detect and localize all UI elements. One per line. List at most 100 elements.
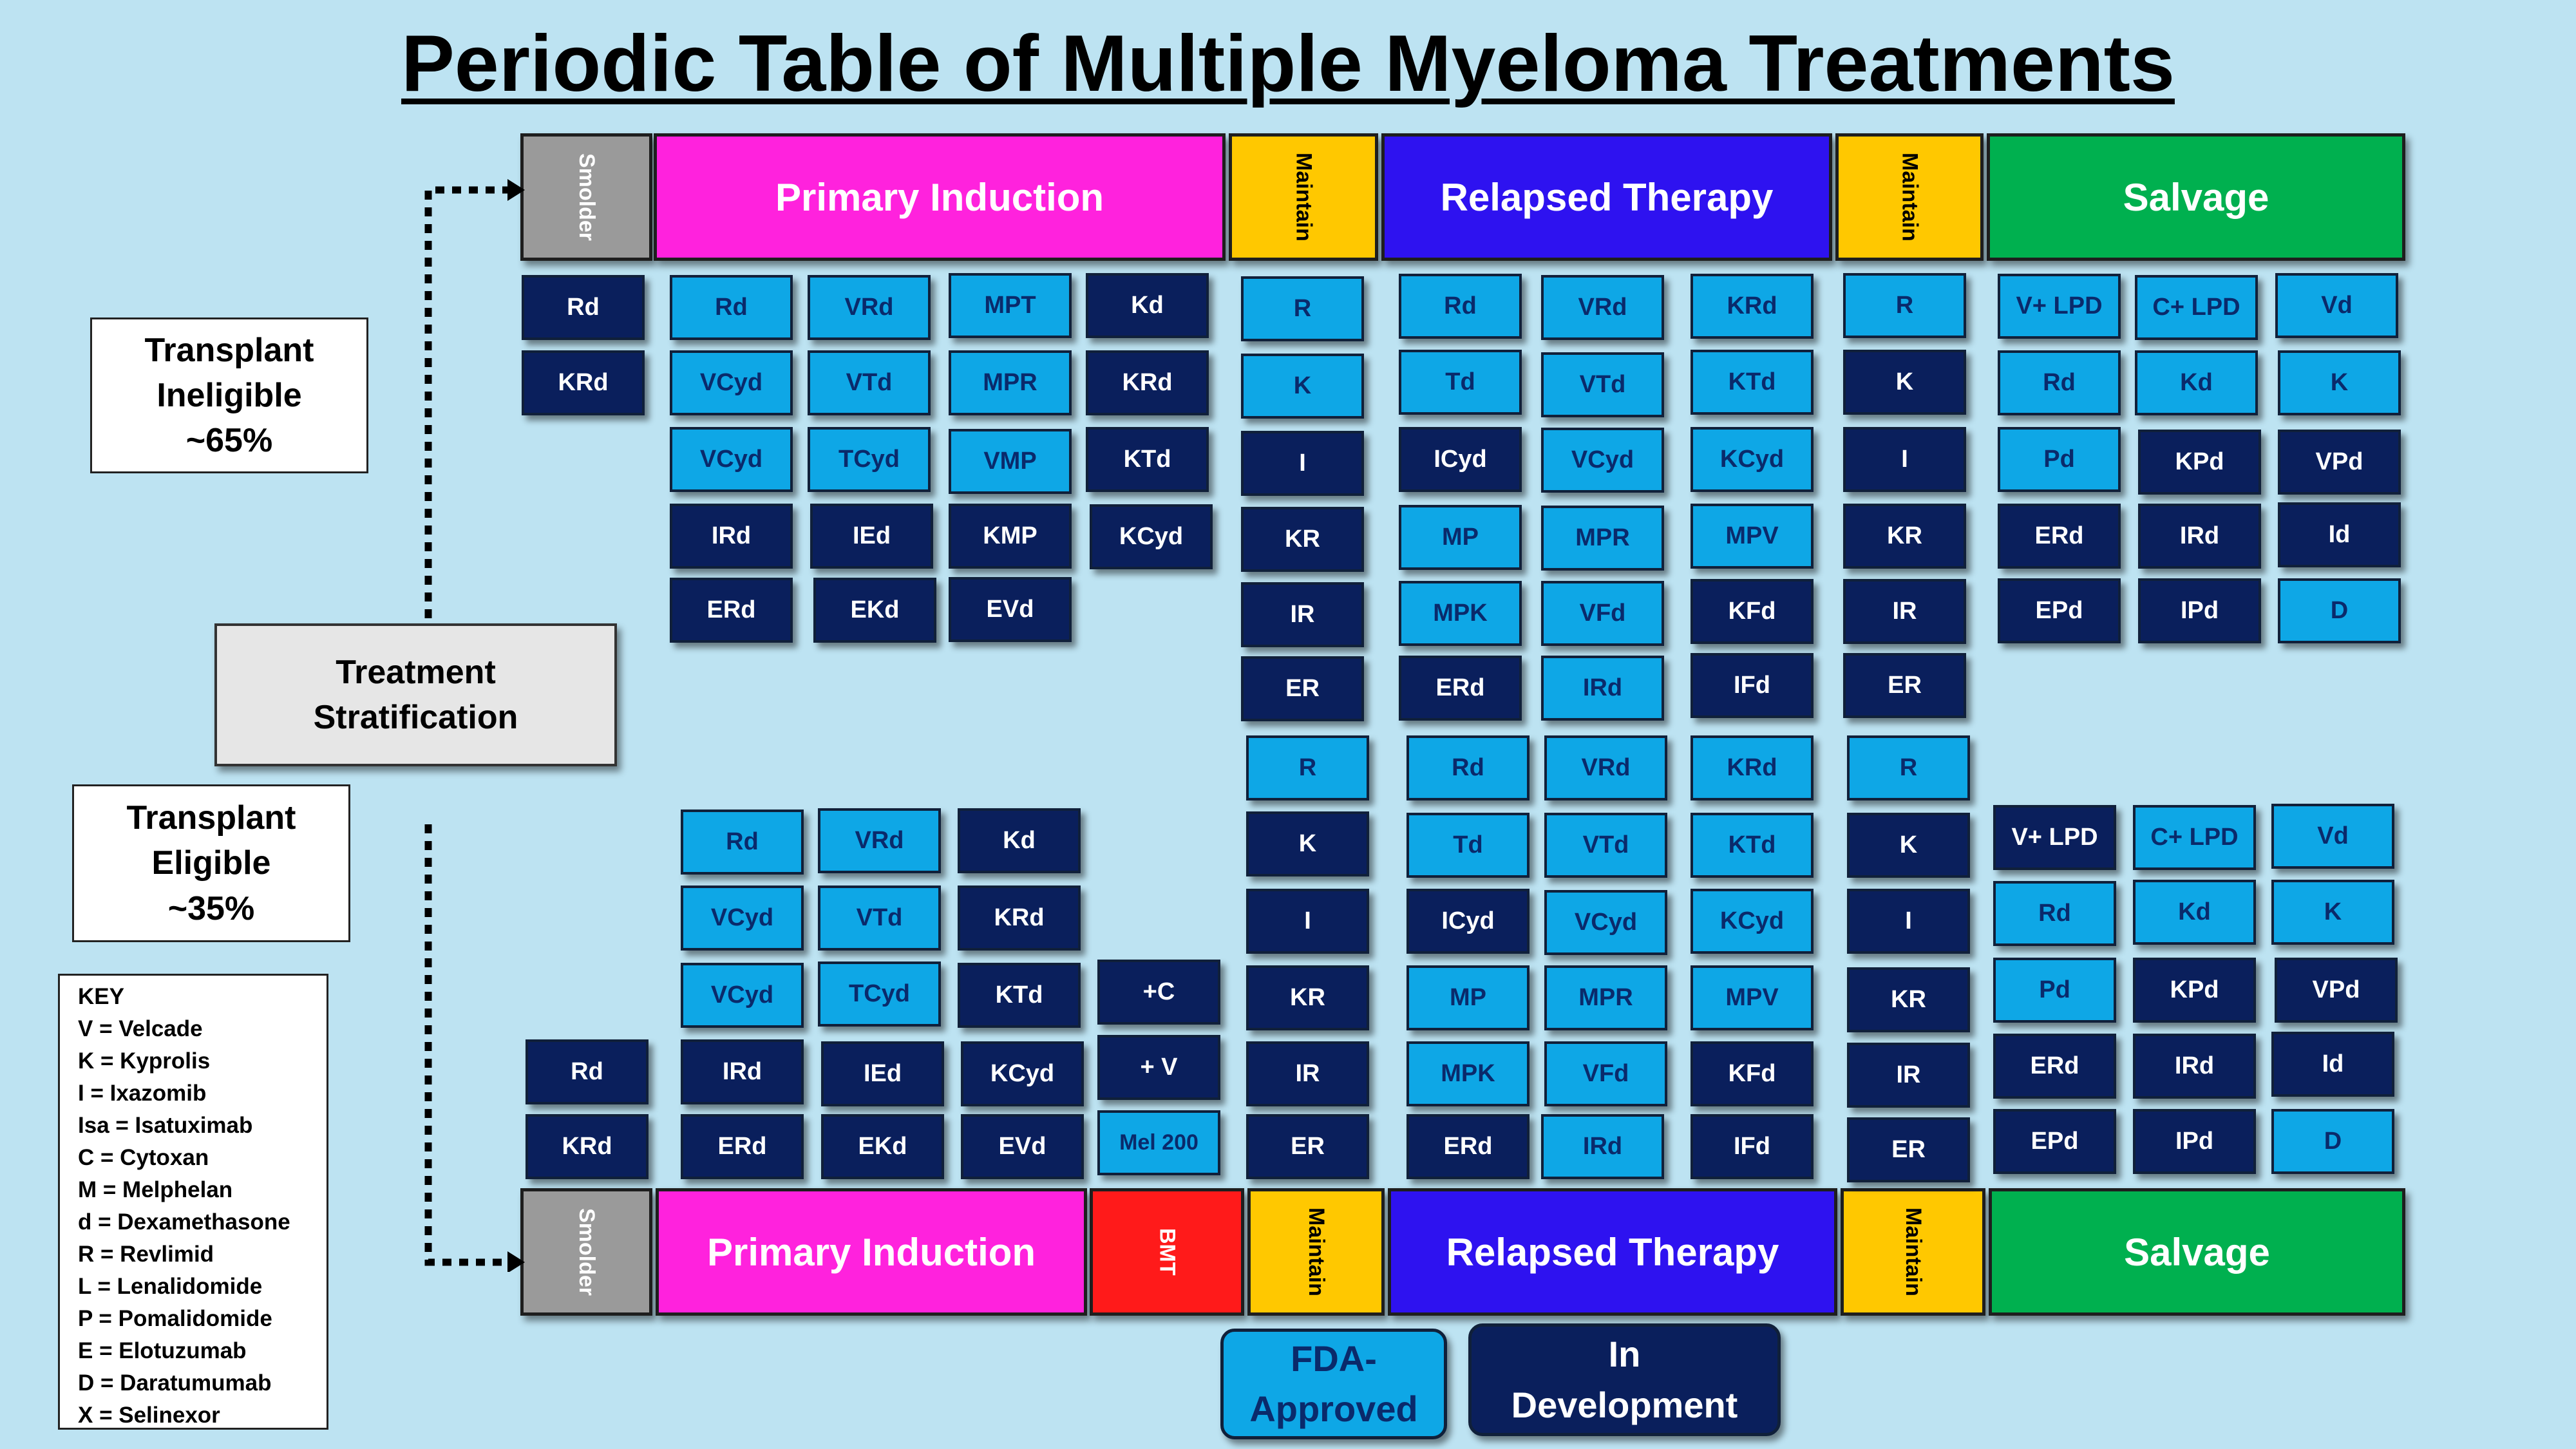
treatment-tile: VRd [1544, 735, 1667, 800]
treatment-tile: K [1847, 813, 1970, 878]
treatment-tile: Rd [522, 275, 645, 340]
header-label: Relapsed Therapy [1446, 1230, 1779, 1274]
header-label: Smolder [574, 1208, 599, 1296]
key-title: KEY [78, 984, 124, 1009]
treatment-tile: KTd [1086, 427, 1209, 492]
key-item: K = Kyprolis [78, 1048, 211, 1074]
treatment-tile: Kd [2135, 350, 2258, 415]
treatment-tile: D [2271, 1109, 2394, 1174]
treatment-tile: MPR [949, 350, 1072, 415]
treatment-tile: IRd [1541, 1114, 1664, 1179]
treatment-tile: EKd [813, 578, 936, 643]
key-item: R = Revlimid [78, 1242, 214, 1267]
header-label: Salvage [2123, 175, 2269, 219]
treatment-tile: ER [1843, 653, 1966, 718]
treatment-tile: MPR [1541, 506, 1664, 571]
treatment-stratification-box: Treatment Stratification [214, 623, 617, 766]
treatment-tile: Rd [681, 810, 804, 875]
treatment-tile: VCyd [1544, 890, 1667, 955]
treatment-tile: ICyd [1399, 427, 1522, 492]
treatment-tile: KTd [1690, 350, 1814, 415]
treatment-tile: C+ LPD [2135, 275, 2258, 340]
treatment-tile: Rd [1406, 735, 1530, 800]
treatment-tile: IR [1847, 1043, 1970, 1108]
treatment-tile: R [1847, 735, 1970, 800]
transplant-eligible-line2: Eligible [151, 844, 271, 882]
treatment-tile: R [1246, 735, 1369, 800]
transplant-ineligible-box: Transplant Ineligible ~65% [90, 317, 368, 473]
treatment-tile: IFd [1690, 1114, 1814, 1179]
treatment-tile: KRd [522, 350, 645, 415]
treatment-tile: MPK [1406, 1041, 1530, 1106]
treatment-tile: IEd [821, 1041, 944, 1106]
key-item: C = Cytoxan [78, 1145, 209, 1170]
treatment-tile: I [1246, 889, 1369, 954]
treatment-tile: VRd [808, 275, 931, 340]
header-label: Relapsed Therapy [1440, 175, 1774, 219]
treatment-tile: +C [1097, 960, 1220, 1025]
treatment-tile: KFd [1690, 579, 1814, 644]
header-smolder-top: Smolder [520, 133, 652, 261]
treatment-tile: MP [1406, 965, 1530, 1030]
transplant-ineligible-line3: ~65% [185, 422, 273, 460]
treatment-tile: V+ LPD [1993, 805, 2116, 870]
treatment-tile: Td [1399, 350, 1522, 415]
key-item: L = Lenalidomide [78, 1274, 263, 1299]
treatment-tile: Kd [1086, 273, 1209, 338]
header-primary-induction-bottom: Primary Induction [656, 1188, 1087, 1316]
treatment-tile: Kd [2133, 880, 2256, 945]
treatment-tile: KCyd [961, 1041, 1084, 1106]
treatment-tile: KTd [958, 963, 1081, 1028]
treatment-tile: Rd [1998, 350, 2121, 415]
key-item: M = Melphelan [78, 1177, 233, 1202]
header-maintain-top-1: Maintain [1229, 133, 1378, 261]
header-smolder-bottom: Smolder [520, 1188, 652, 1316]
treatment-tile: ERd [1399, 656, 1522, 721]
legend-fda-line2: Approved [1249, 1388, 1418, 1429]
header-label: Maintain [1304, 1208, 1329, 1296]
key-item: P = Pomalidomide [78, 1306, 272, 1331]
treatment-tile: Kd [958, 808, 1081, 873]
treatment-tile: VFd [1541, 581, 1664, 646]
transplant-ineligible-line2: Ineligible [156, 376, 302, 414]
transplant-eligible-line1: Transplant [126, 799, 296, 837]
treatment-tile: IRd [681, 1039, 804, 1104]
treatment-tile: VPd [2278, 430, 2401, 495]
treatment-tile: VCyd [681, 886, 804, 951]
treatment-tile: Rd [1399, 274, 1522, 339]
treatment-tile: IR [1843, 579, 1966, 644]
treatment-tile: KR [1847, 967, 1970, 1032]
header-label: Smolder [574, 153, 599, 242]
header-label: Primary Induction [706, 1230, 1036, 1274]
treatment-tile: ERd [681, 1114, 804, 1179]
stratification-line1: Treatment [336, 653, 496, 691]
treatment-tile: VTd [818, 886, 941, 951]
treatment-tile: MPV [1690, 965, 1814, 1030]
treatment-tile: VRd [818, 808, 941, 873]
treatment-tile: I [1847, 889, 1970, 954]
treatment-tile: Id [2278, 502, 2401, 567]
treatment-tile: KCyd [1090, 504, 1213, 569]
treatment-tile: IPd [2133, 1109, 2256, 1174]
key-item: E = Elotuzumab [78, 1338, 247, 1363]
treatment-tile: EVd [961, 1114, 1084, 1179]
connector-top [424, 179, 525, 618]
treatment-tile: MPV [1690, 504, 1814, 569]
treatment-tile: ER [1847, 1117, 1970, 1182]
treatment-tile: VCyd [681, 963, 804, 1028]
treatment-tile: C+ LPD [2133, 805, 2256, 870]
key-item: D = Daratumumab [78, 1370, 272, 1396]
transplant-ineligible-line1: Transplant [144, 331, 314, 369]
treatment-tile: VFd [1544, 1041, 1667, 1106]
treatment-tile: VTd [808, 350, 931, 415]
treatment-tile: KRd [1690, 274, 1814, 339]
treatment-tile: IRd [670, 504, 793, 569]
treatment-tile: IEd [810, 504, 933, 569]
treatment-tile: EVd [949, 577, 1072, 642]
header-bmt-bottom: BMT [1090, 1188, 1244, 1316]
key-item: d = Dexamethasone [78, 1209, 290, 1235]
key-box: KEY V = Velcade K = Kyprolis I = Ixazomi… [58, 974, 328, 1430]
treatment-tile: KCyd [1690, 889, 1814, 954]
treatment-tile: Td [1406, 813, 1530, 878]
treatment-tile: ERd [670, 578, 793, 643]
